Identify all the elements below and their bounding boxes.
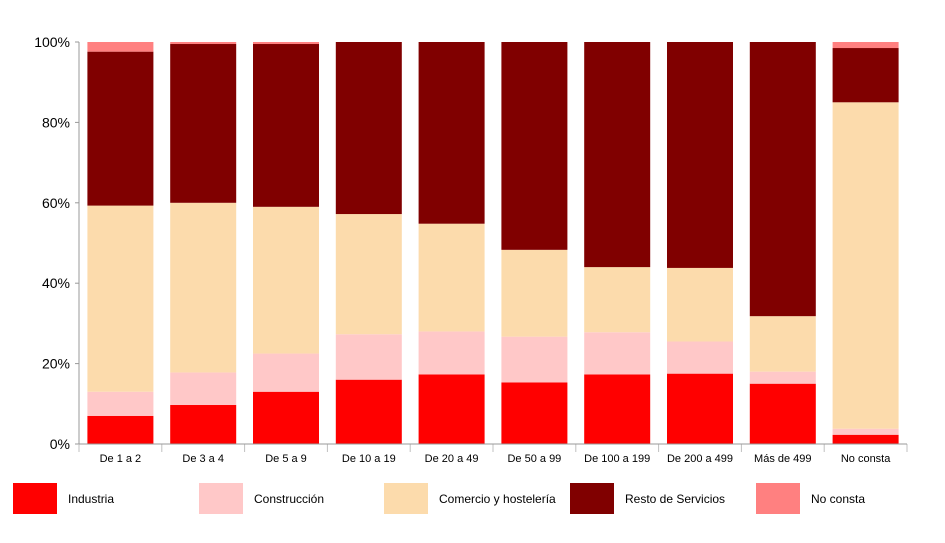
bar-segment	[584, 374, 651, 444]
y-tick-label: 40%	[42, 275, 70, 291]
bar-segment	[667, 373, 733, 444]
bar-segment	[335, 334, 402, 380]
bar-segment	[832, 42, 899, 49]
bar-segment	[584, 332, 651, 375]
bar-segment	[87, 42, 154, 52]
bar-segment	[584, 267, 651, 333]
bar-segment	[501, 336, 568, 383]
bar-segment	[87, 205, 154, 392]
bar-segment	[87, 51, 154, 206]
bar-segment	[253, 391, 319, 444]
bar-segment	[170, 372, 237, 406]
bar-segment	[335, 42, 402, 215]
bar-segment	[832, 48, 899, 103]
bar-segment	[501, 249, 568, 337]
legend-swatch	[384, 483, 428, 514]
bar-segment	[501, 382, 568, 444]
bar-segment	[749, 371, 816, 384]
legend-swatch	[570, 483, 614, 514]
legend-swatch	[13, 483, 57, 514]
x-tick-label: De 100 a 199	[584, 453, 650, 465]
bar-segment	[749, 383, 816, 444]
bar-segment	[418, 374, 485, 444]
legend-label: Industria	[68, 492, 114, 506]
x-tick-labels: De 1 a 2 De 3 a 4 De 5 a 9 De 10 a 19 De 20 …	[100, 453, 892, 465]
bars	[87, 42, 899, 444]
x-tick-label: De 20 a 49	[425, 453, 479, 465]
y-tick-labels: 0% 20% 40% 60% 80% 100%	[34, 34, 70, 452]
bar-segment	[832, 102, 899, 429]
bar-segment	[170, 44, 237, 203]
legend-label: Comercio y hostelería	[439, 492, 556, 506]
axes	[75, 41, 908, 452]
bar-segment	[584, 42, 651, 268]
legend-swatch	[199, 483, 243, 514]
legend-swatch	[756, 483, 800, 514]
bar-segment	[87, 391, 154, 416]
bar-segment	[501, 42, 568, 250]
bar-segment	[335, 379, 402, 444]
x-tick-label: De 50 a 99	[507, 453, 561, 465]
legend-label: Resto de Servicios	[625, 492, 725, 506]
y-tick-label: 60%	[42, 195, 70, 211]
y-tick-label: 0%	[50, 436, 70, 452]
y-tick-label: 20%	[42, 356, 70, 372]
legend: Industria Construcción Comercio y hosteler…	[13, 483, 865, 514]
legend-label: Construcción	[254, 492, 324, 506]
bar-segment	[170, 42, 237, 45]
bar-segment	[253, 353, 319, 392]
x-tick-label: De 10 a 19	[342, 453, 396, 465]
y-tick-label: 80%	[42, 114, 70, 130]
x-tick-label: De 5 a 9	[265, 453, 307, 465]
bar-segment	[253, 44, 319, 207]
bar-segment	[832, 434, 899, 444]
bar-segment	[418, 42, 485, 224]
bar-segment	[253, 206, 319, 354]
bar-segment	[832, 428, 899, 435]
bar-segment	[749, 316, 816, 372]
bar-segment	[170, 405, 237, 444]
x-tick-label: De 3 a 4	[182, 453, 224, 465]
x-tick-label: De 1 a 2	[100, 453, 142, 465]
bar-segment	[335, 214, 402, 335]
bar-segment	[418, 223, 485, 332]
legend-label: No consta	[811, 492, 865, 506]
bar-segment	[667, 42, 733, 268]
bar-segment	[667, 341, 733, 374]
bar-segment	[749, 42, 816, 317]
x-tick-label: No consta	[841, 453, 891, 465]
x-tick-label: Más de 499	[754, 453, 811, 465]
bar-segment	[170, 202, 237, 373]
y-tick-label: 100%	[34, 34, 70, 50]
bar-segment	[667, 267, 733, 342]
bar-segment	[418, 331, 485, 375]
bar-segment	[253, 42, 319, 45]
bar-segment	[87, 415, 154, 444]
x-tick-label: De 200 a 499	[667, 453, 733, 465]
